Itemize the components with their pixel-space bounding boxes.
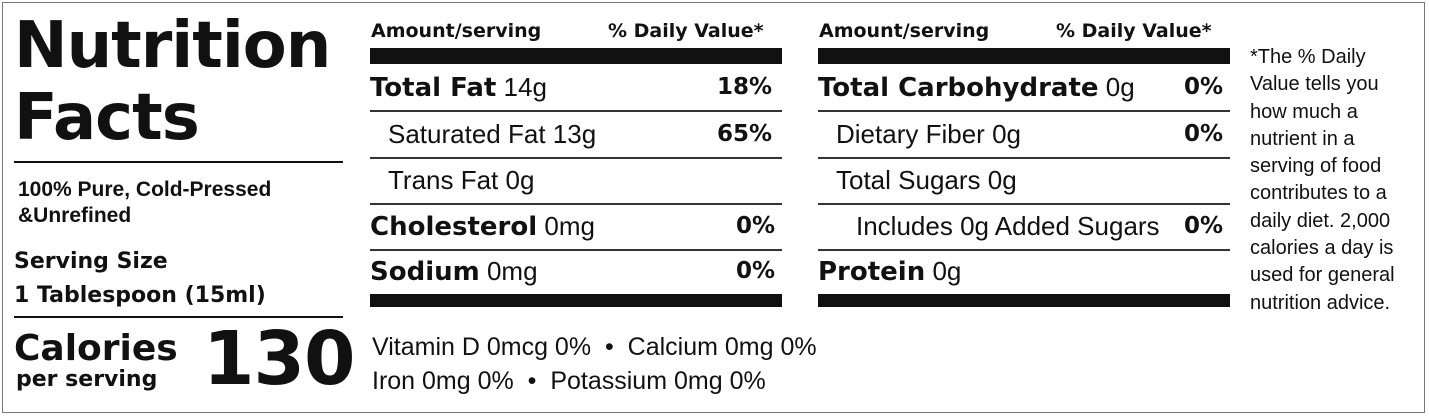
dv-sodium: 0%	[736, 258, 776, 284]
nutrient-total-sugars: Total Sugars 0g	[836, 165, 1017, 195]
thick-bar	[370, 294, 782, 307]
divider	[14, 316, 343, 318]
dv-total-fat: 18%	[717, 74, 773, 100]
divider	[14, 161, 343, 163]
bullet-separator: •	[604, 333, 614, 361]
col1-header-amount: Amount/serving	[371, 20, 542, 42]
nutrient-cholesterol: Cholesterol 0mg	[370, 211, 595, 242]
dv-dietary-fiber: 0%	[1184, 121, 1224, 147]
thick-bar	[818, 294, 1230, 307]
serving-size-label: Serving Size	[14, 249, 168, 274]
nutrient-dietary-fiber: Dietary Fiber 0g	[836, 119, 1021, 149]
row-divider	[818, 110, 1230, 112]
micronutrients-line2: Iron 0mg 0% • Potassium 0mg 0%	[372, 367, 766, 395]
daily-value-footnote: *The % Daily Value tells you how much a …	[1250, 46, 1395, 314]
col2-header-amount: Amount/serving	[819, 20, 990, 42]
dv-total-carbohydrate: 0%	[1184, 74, 1224, 100]
nutrient-sodium: Sodium 0mg	[370, 256, 538, 287]
nutrient-total-carbohydrate: Total Carbohydrate 0g	[818, 72, 1135, 103]
thick-bar	[370, 48, 782, 64]
calories-sublabel: per serving	[16, 367, 158, 392]
row-divider	[370, 110, 782, 112]
product-description-line1: 100% Pure, Cold-Pressed	[18, 178, 272, 201]
nutrient-total-fat: Total Fat 14g	[370, 72, 547, 103]
row-divider	[818, 203, 1230, 205]
nutrient-protein: Protein 0g	[818, 256, 962, 287]
product-description-line2: &Unrefined	[18, 204, 132, 227]
nutrient-saturated-fat: Saturated Fat 13g	[388, 119, 597, 149]
calories-label: Calories	[14, 328, 178, 369]
nutrient-trans-fat: Trans Fat 0g	[388, 165, 535, 195]
row-divider	[370, 249, 782, 251]
title-nutrition: Nutrition	[14, 9, 331, 83]
title-facts: Facts	[14, 81, 200, 155]
col2-header-dv: % Daily Value*	[1056, 20, 1212, 42]
dv-cholesterol: 0%	[736, 213, 776, 239]
nutrient-added-sugars: Includes 0g Added Sugars	[856, 211, 1160, 241]
row-divider	[818, 249, 1230, 251]
bullet-separator: •	[527, 367, 537, 395]
col1-header-dv: % Daily Value*	[608, 20, 764, 42]
serving-size-value: 1 Tablespoon (15ml)	[14, 283, 266, 308]
row-divider	[370, 157, 782, 159]
dv-added-sugars: 0%	[1184, 213, 1224, 239]
dv-saturated-fat: 65%	[717, 121, 773, 147]
row-divider	[370, 203, 782, 205]
micronutrients-line1: Vitamin D 0mcg 0% • Calcium 0mg 0%	[372, 333, 817, 361]
row-divider	[818, 157, 1230, 159]
calories-value: 130	[203, 316, 355, 402]
thick-bar	[818, 48, 1230, 64]
